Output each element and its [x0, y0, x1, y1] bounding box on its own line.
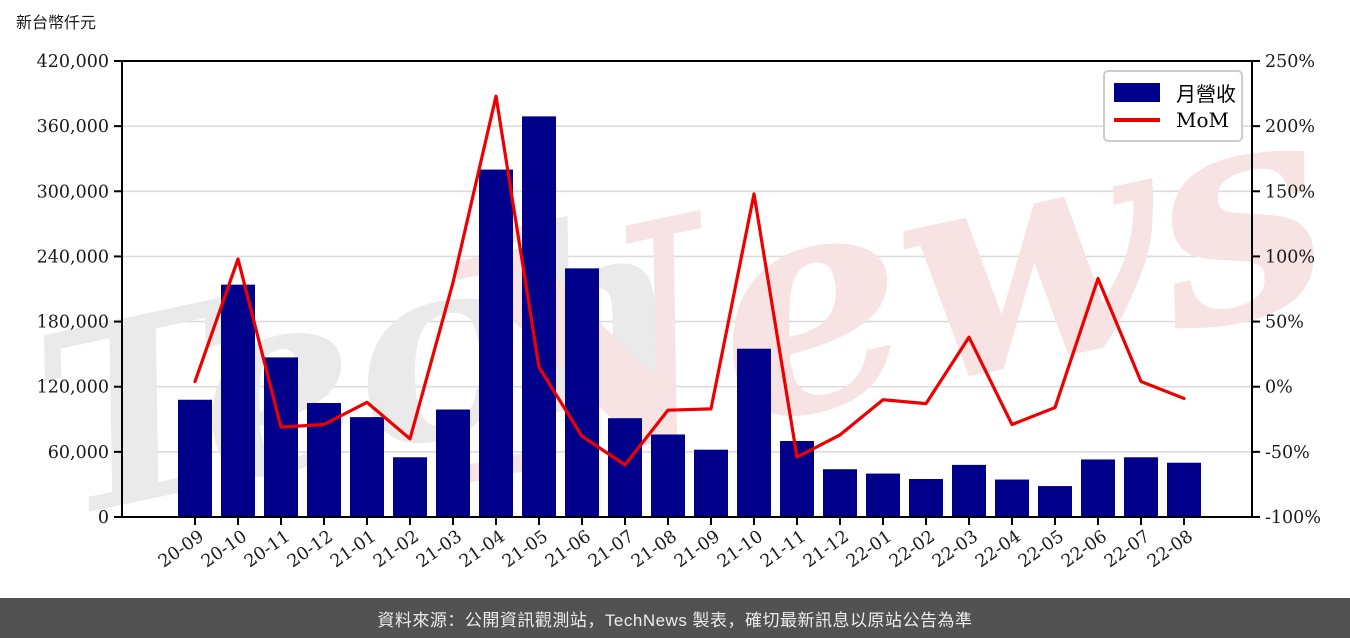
revenue-bar-22-03: [952, 464, 986, 517]
x-tick-label: 21-01: [327, 527, 380, 572]
revenue-bar-21-04: [479, 169, 513, 518]
plot-spines: [121, 60, 1253, 518]
x-tick-label: 22-07: [1101, 527, 1154, 572]
bar-series-swatch: [1114, 83, 1160, 102]
y-left-tick-label: 240,000: [37, 247, 109, 267]
revenue-bars: [178, 116, 1201, 518]
x-tick-label: 21-11: [757, 527, 810, 572]
x-tick-label: 22-04: [972, 527, 1025, 572]
revenue-bar-21-05: [522, 116, 556, 517]
y-right-tick-label: 250%: [1265, 52, 1315, 72]
x-tick-label: 22-02: [886, 527, 939, 572]
y-right-tick-label: 100%: [1265, 247, 1315, 267]
revenue-bar-21-03: [436, 409, 470, 517]
revenue-bar-21-10: [737, 348, 771, 517]
y-left-tick-label: 60,000: [48, 443, 109, 463]
revenue-bar-20-10: [221, 284, 255, 517]
y-right-tick-label: -100%: [1265, 508, 1321, 528]
y-left-tick-label: 360,000: [37, 117, 109, 137]
x-tick-label: 22-06: [1058, 527, 1111, 572]
legend-item-revenue: 月營收: [1114, 79, 1236, 106]
gridlines: [122, 125, 1252, 453]
revenue-bar-20-12: [307, 403, 341, 517]
revenue-bar-21-08: [651, 434, 685, 517]
revenue-bar-22-02: [909, 479, 943, 517]
revenue-bar-21-06: [565, 268, 599, 517]
revenue-bar-22-04: [995, 479, 1029, 517]
revenue-bar-21-09: [694, 449, 728, 517]
y-right-tick-label: 150%: [1265, 182, 1315, 202]
source-footer-text: 資料來源：公開資訊觀測站，TechNews 製表，確切最新訊息以原站公告為準: [377, 610, 973, 630]
line-series-swatch: [1114, 117, 1160, 122]
x-tick-label: 21-10: [714, 527, 767, 572]
plot-border: [121, 60, 1253, 518]
x-tick-label: 21-08: [628, 527, 681, 572]
mom-polyline: [193, 94, 1186, 467]
x-tick-label: 21-02: [370, 527, 423, 572]
revenue-bar-22-05: [1038, 486, 1072, 517]
revenue-bar-21-01: [350, 417, 384, 517]
y-left-tick-label: 420,000: [37, 52, 109, 72]
revenue-bar-22-07: [1124, 457, 1158, 517]
revenue-bar-21-12: [823, 469, 857, 517]
mom-line: [193, 94, 1186, 467]
y-left-tick-label: 180,000: [37, 313, 109, 333]
x-tick-label: 21-12: [800, 527, 853, 572]
y-left-tick-label: 300,000: [37, 182, 109, 202]
y-right-tick-label: 50%: [1265, 313, 1304, 333]
y-right-tick-label: -50%: [1265, 443, 1310, 463]
x-tick-label: 21-03: [413, 527, 466, 572]
x-tick-label: 22-03: [929, 527, 982, 572]
line-series-label: MoM: [1176, 107, 1229, 132]
revenue-bar-22-08: [1167, 462, 1201, 517]
x-tick-label: 22-01: [843, 527, 896, 572]
x-tick-label: 21-07: [585, 527, 638, 572]
revenue-bar-22-06: [1081, 459, 1115, 517]
source-footer-bar: 資料來源：公開資訊觀測站，TechNews 製表，確切最新訊息以原站公告為準: [0, 598, 1350, 638]
x-tick-label: 21-09: [671, 527, 724, 572]
axis-ticks: [114, 60, 1260, 525]
revenue-bar-21-07: [608, 418, 642, 517]
axis-unit-title: 新台幣仟元: [16, 13, 97, 32]
revenue-bar-21-02: [393, 457, 427, 517]
chart-legend: 月營收 MoM: [1103, 70, 1243, 142]
bar-series-label: 月營收: [1176, 82, 1236, 106]
y-right-tick-label: 200%: [1265, 117, 1315, 137]
x-tick-label: 22-05: [1015, 527, 1068, 572]
legend-item-mom: MoM: [1114, 106, 1231, 133]
y-left-tick-label: 0: [98, 508, 109, 528]
y-left-tick-label: 120,000: [37, 378, 109, 398]
y-right-tick-label: 0%: [1265, 378, 1293, 398]
revenue-bar-20-09: [178, 399, 212, 517]
x-tick-label: 20-12: [284, 527, 337, 572]
x-tick-label: 22-08: [1144, 527, 1197, 572]
revenue-bar-22-01: [866, 473, 900, 517]
